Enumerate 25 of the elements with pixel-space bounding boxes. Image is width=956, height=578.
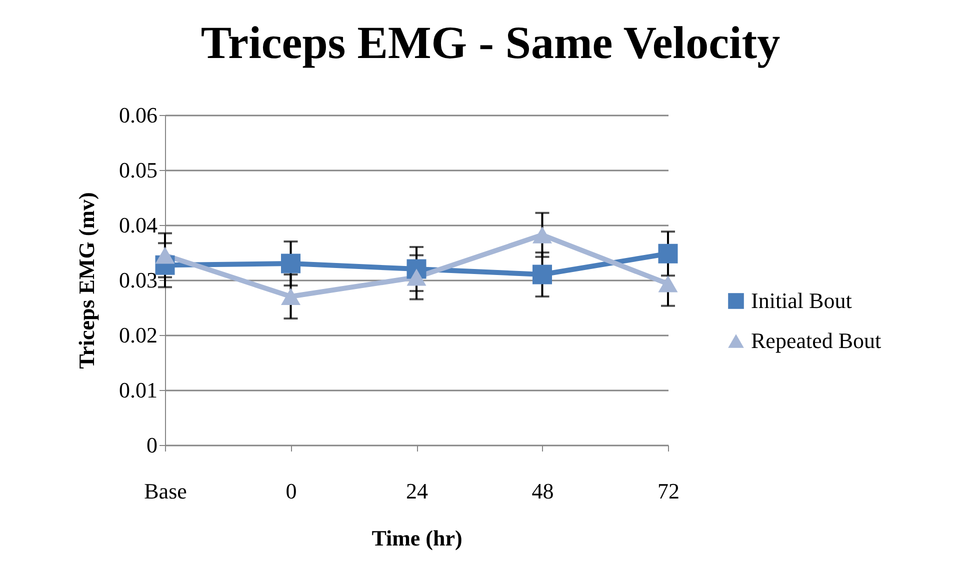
point bbox=[155, 246, 175, 264]
point bbox=[281, 288, 300, 305]
point bbox=[406, 268, 426, 286]
legend-label: Initial Bout bbox=[751, 288, 852, 313]
y-tick-label: 0.03 bbox=[119, 268, 158, 292]
point bbox=[658, 244, 678, 264]
x-tick-label: Base bbox=[144, 478, 187, 504]
x-tick-label: 72 bbox=[658, 478, 680, 504]
x-tick-label: 48 bbox=[532, 478, 554, 504]
y-tick-label: 0.01 bbox=[119, 378, 158, 402]
chart-title: Triceps EMG - Same Velocity bbox=[200, 17, 780, 68]
y-tick-label: 0.02 bbox=[119, 322, 158, 348]
y-tick-label: 0.05 bbox=[119, 158, 158, 182]
point bbox=[532, 264, 552, 284]
y-tick-label: 0.04 bbox=[119, 212, 158, 238]
x-tick-label: 24 bbox=[406, 478, 428, 504]
y-tick-label: 0 bbox=[146, 432, 158, 458]
y-tick-label: 0.06 bbox=[119, 102, 158, 128]
point bbox=[532, 226, 552, 244]
legend-label: Repeated Bout bbox=[751, 328, 882, 353]
x-axis-title: Time (hr) bbox=[372, 526, 462, 550]
point bbox=[281, 254, 300, 274]
x-tick-label: 0 bbox=[286, 478, 297, 504]
point bbox=[658, 275, 678, 292]
y-axis-title: Triceps EMG (mv) bbox=[74, 192, 99, 369]
